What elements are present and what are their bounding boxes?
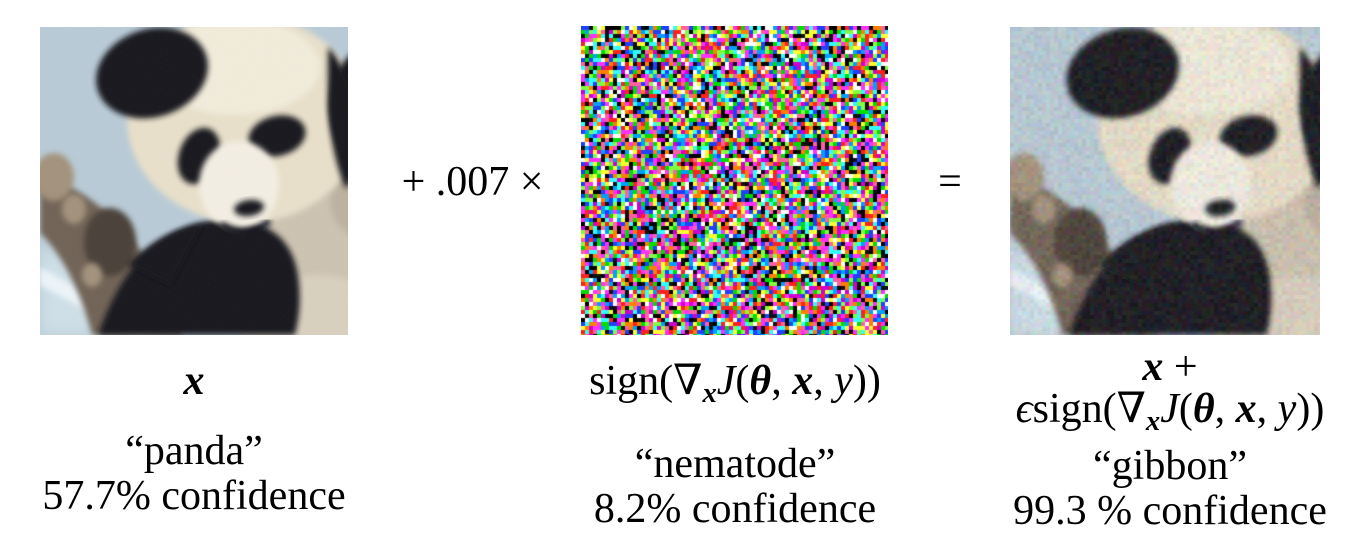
equals-operator: = xyxy=(938,159,962,205)
panda-photo-illustration xyxy=(40,27,348,335)
formula-x: x xyxy=(183,358,205,404)
panel-labels-original: x “panda” 57.7% confidence xyxy=(40,358,348,519)
confidence-label-nematode: 8.2% confidence xyxy=(593,485,877,532)
panel-labels-perturbation: sign(∇xJ(θ, x, y)) “nematode” 8.2% confi… xyxy=(525,358,945,532)
class-label-panda: “panda” xyxy=(125,428,263,474)
formula-sign-gradient: sign(∇xJ(θ, x, y)) xyxy=(589,358,881,409)
perturbation-noise-image xyxy=(581,26,888,335)
plus-epsilon-operator: + .007 × xyxy=(401,159,544,205)
class-label-nematode: “nematode” xyxy=(634,440,836,487)
adversarial-panda-image xyxy=(1010,27,1320,335)
formula-epsilon-sign-gradient: ϵsign(∇xJ(θ, x, y)) xyxy=(1015,386,1325,437)
panda-image xyxy=(40,27,348,335)
confidence-label-gibbon: 99.3 % confidence xyxy=(1013,487,1327,534)
adversarial-noise-overlay xyxy=(1010,27,1320,335)
confidence-label-panda: 57.7% confidence xyxy=(42,473,346,519)
panel-labels-adversarial: x + ϵsign(∇xJ(θ, x, y)) “gibbon” 99.3 % … xyxy=(1000,346,1340,534)
formula-x-plus: x + xyxy=(1142,344,1198,390)
class-label-gibbon: “gibbon” xyxy=(1093,442,1247,489)
noise-canvas xyxy=(581,26,888,335)
